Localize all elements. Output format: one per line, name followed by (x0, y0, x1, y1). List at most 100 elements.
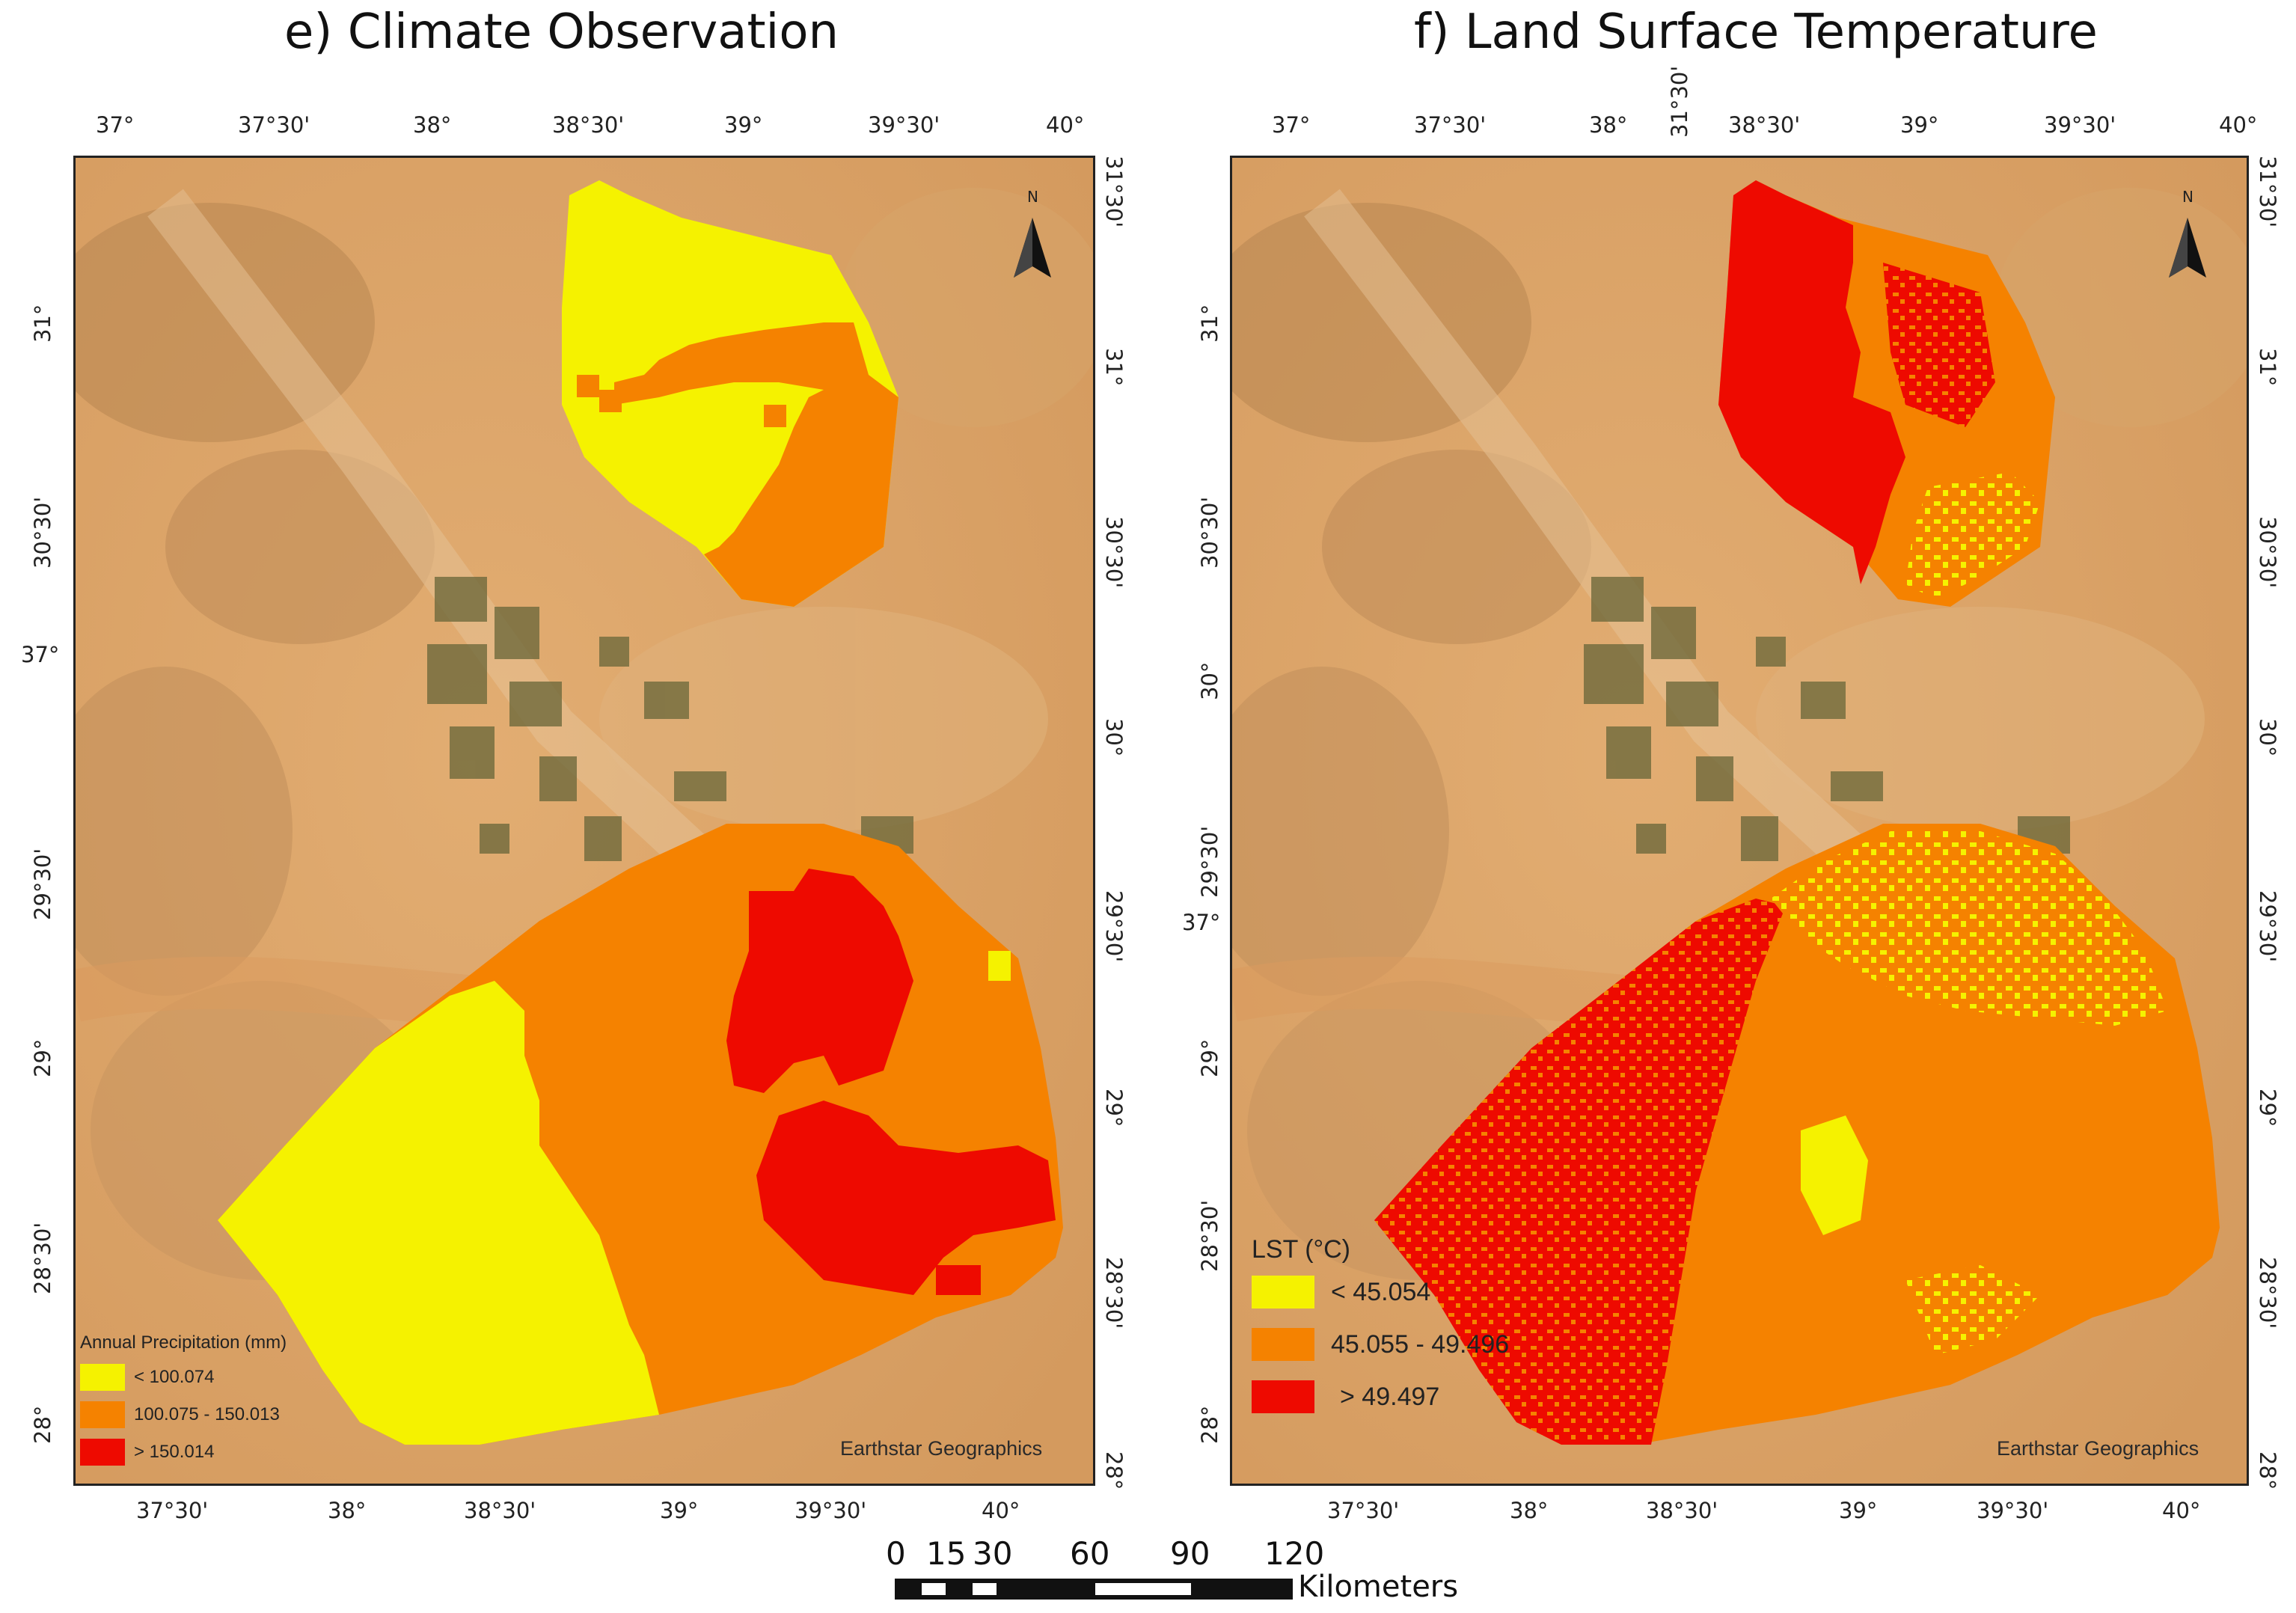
legend-label: 45.055 - 49.496 (1331, 1329, 1510, 1359)
scale-bar-graphic (895, 1579, 1293, 1600)
tick-top: 38° (413, 112, 452, 138)
tick-left: 29°30' (30, 848, 55, 920)
tick-right: 28°30' (2255, 1257, 2280, 1329)
tick-bottom: 39° (660, 1498, 699, 1523)
tick-top: 37°30' (238, 112, 310, 138)
tick-top: 39°30' (868, 112, 940, 138)
north-arrow-icon (2169, 218, 2206, 278)
tick-bottom: 40° (2162, 1498, 2201, 1523)
basemap-credit: Earthstar Geographics (840, 1437, 1043, 1460)
tick-right: 30° (1101, 718, 1127, 757)
tick-top: 40° (2219, 112, 2258, 138)
legend-label: > 150.014 (134, 1442, 215, 1462)
panel-f-map: N LST (°C) < 45.054 45.055 - 49.496 > 49… (1230, 156, 2249, 1486)
north-label: N (1027, 188, 1038, 206)
scale-label: 60 (1070, 1535, 1110, 1572)
legend-item: < 45.054 (1252, 1276, 1430, 1309)
scale-label: 30 (973, 1535, 1013, 1572)
tick-right: 28° (2255, 1451, 2280, 1490)
tick-bottom: 38° (1510, 1498, 1549, 1523)
lst-north-zone (1718, 180, 2055, 607)
tick-top: 38°30' (1728, 112, 1801, 138)
scale-label: 0 (886, 1535, 906, 1572)
legend-swatch-yellow (80, 1364, 125, 1391)
tick-bottom: 39°30' (795, 1498, 867, 1523)
scale-label: 15 (926, 1535, 967, 1572)
tick-top: 40° (1046, 112, 1085, 138)
tick-left: 28° (30, 1405, 55, 1444)
legend-item: > 150.014 (80, 1439, 214, 1466)
legend-swatch-orange (80, 1401, 125, 1428)
legend-label: > 49.497 (1340, 1382, 1440, 1411)
legend-swatch-orange (1252, 1328, 1314, 1361)
legend-item: 45.055 - 49.496 (1252, 1328, 1509, 1361)
tick-right: 29° (2255, 1089, 2280, 1127)
tick-left: 30°30' (1197, 496, 1222, 569)
tick-left: 31° (30, 304, 55, 343)
tick-right: 31°30' (2255, 156, 2280, 228)
tick-right: 29°30' (2255, 890, 2280, 963)
tick-top: 39° (1900, 112, 1939, 138)
tick-left: 28° (1197, 1405, 1222, 1444)
tick-right: 28° (1101, 1451, 1127, 1490)
tick-bottom: 40° (982, 1498, 1020, 1523)
panel-e-title: e) Climate Observation (284, 4, 839, 60)
tick-right: 30°30' (2255, 516, 2280, 589)
tick-left: 31° (1197, 304, 1222, 343)
tick-bottom: 39°30' (1977, 1498, 2049, 1523)
tick-right: 30° (2255, 718, 2280, 757)
tick-bottom: 39° (1839, 1498, 1878, 1523)
tick-right: 29° (1101, 1089, 1127, 1127)
legend-swatch-yellow (1252, 1276, 1314, 1309)
precip-north-zone (562, 180, 898, 607)
legend-item: < 100.074 (80, 1364, 214, 1391)
tick-left: 29° (1197, 1038, 1222, 1077)
legend-label: < 45.054 (1331, 1277, 1431, 1306)
panel-f-title: f) Land Surface Temperature (1414, 4, 2098, 60)
tick-top: 39°30' (2044, 112, 2116, 138)
tick-bottom: 38°30' (1646, 1498, 1718, 1523)
legend-precipitation: Annual Precipitation (mm) < 100.074 100.… (80, 1332, 349, 1482)
legend-label: < 100.074 (134, 1367, 215, 1387)
tick-left: 29° (30, 1038, 55, 1077)
legend-lst: LST (°C) < 45.054 45.055 - 49.496 > 49.4… (1238, 1235, 1567, 1430)
tick-top: 31°30' (1667, 65, 1692, 138)
tick-left: 37° (21, 642, 60, 667)
legend-title: LST (°C) (1252, 1235, 1350, 1264)
tick-bottom: 37°30' (136, 1498, 209, 1523)
panel-e-map-svg (76, 158, 1093, 1484)
tick-top: 39° (724, 112, 763, 138)
scale-label: 120 (1264, 1535, 1325, 1572)
legend-item: 100.075 - 150.013 (80, 1401, 280, 1428)
legend-title: Annual Precipitation (mm) (80, 1332, 287, 1353)
scale-units: Kilometers (1298, 1570, 1459, 1604)
tick-right: 28°30' (1101, 1257, 1127, 1329)
tick-top: 38° (1589, 112, 1628, 138)
panel-f-map-svg (1232, 158, 2247, 1484)
tick-right: 29°30' (1101, 890, 1127, 963)
scale-label: 90 (1170, 1535, 1210, 1572)
tick-left: 30°30' (30, 496, 55, 569)
legend-item: > 49.497 (1252, 1380, 1439, 1413)
basemap-credit: Earthstar Geographics (1997, 1437, 2199, 1460)
agricultural-fields (427, 577, 913, 951)
precip-south-zone (218, 824, 1063, 1445)
legend-label: 100.075 - 150.013 (134, 1404, 280, 1424)
tick-right: 31° (1101, 348, 1127, 387)
tick-left: 28°30' (30, 1222, 55, 1294)
tick-left: 28°30' (1197, 1199, 1222, 1272)
tick-left: 29°30' (1197, 825, 1222, 898)
tick-bottom: 38°30' (464, 1498, 536, 1523)
tick-right: 31°30' (1101, 156, 1127, 228)
tick-left: 37° (1182, 910, 1221, 935)
tick-top: 37° (1272, 112, 1311, 138)
panel-e-map: N Annual Precipitation (mm) < 100.074 10… (73, 156, 1095, 1486)
tick-bottom: 37°30' (1327, 1498, 1400, 1523)
tick-right: 31° (2255, 348, 2280, 387)
legend-swatch-red (1252, 1380, 1314, 1413)
tick-right: 30°30' (1101, 516, 1127, 589)
tick-bottom: 38° (328, 1498, 367, 1523)
lst-south-zone (1374, 824, 2220, 1445)
north-label: N (2182, 188, 2194, 206)
north-arrow-icon (1014, 218, 1051, 278)
